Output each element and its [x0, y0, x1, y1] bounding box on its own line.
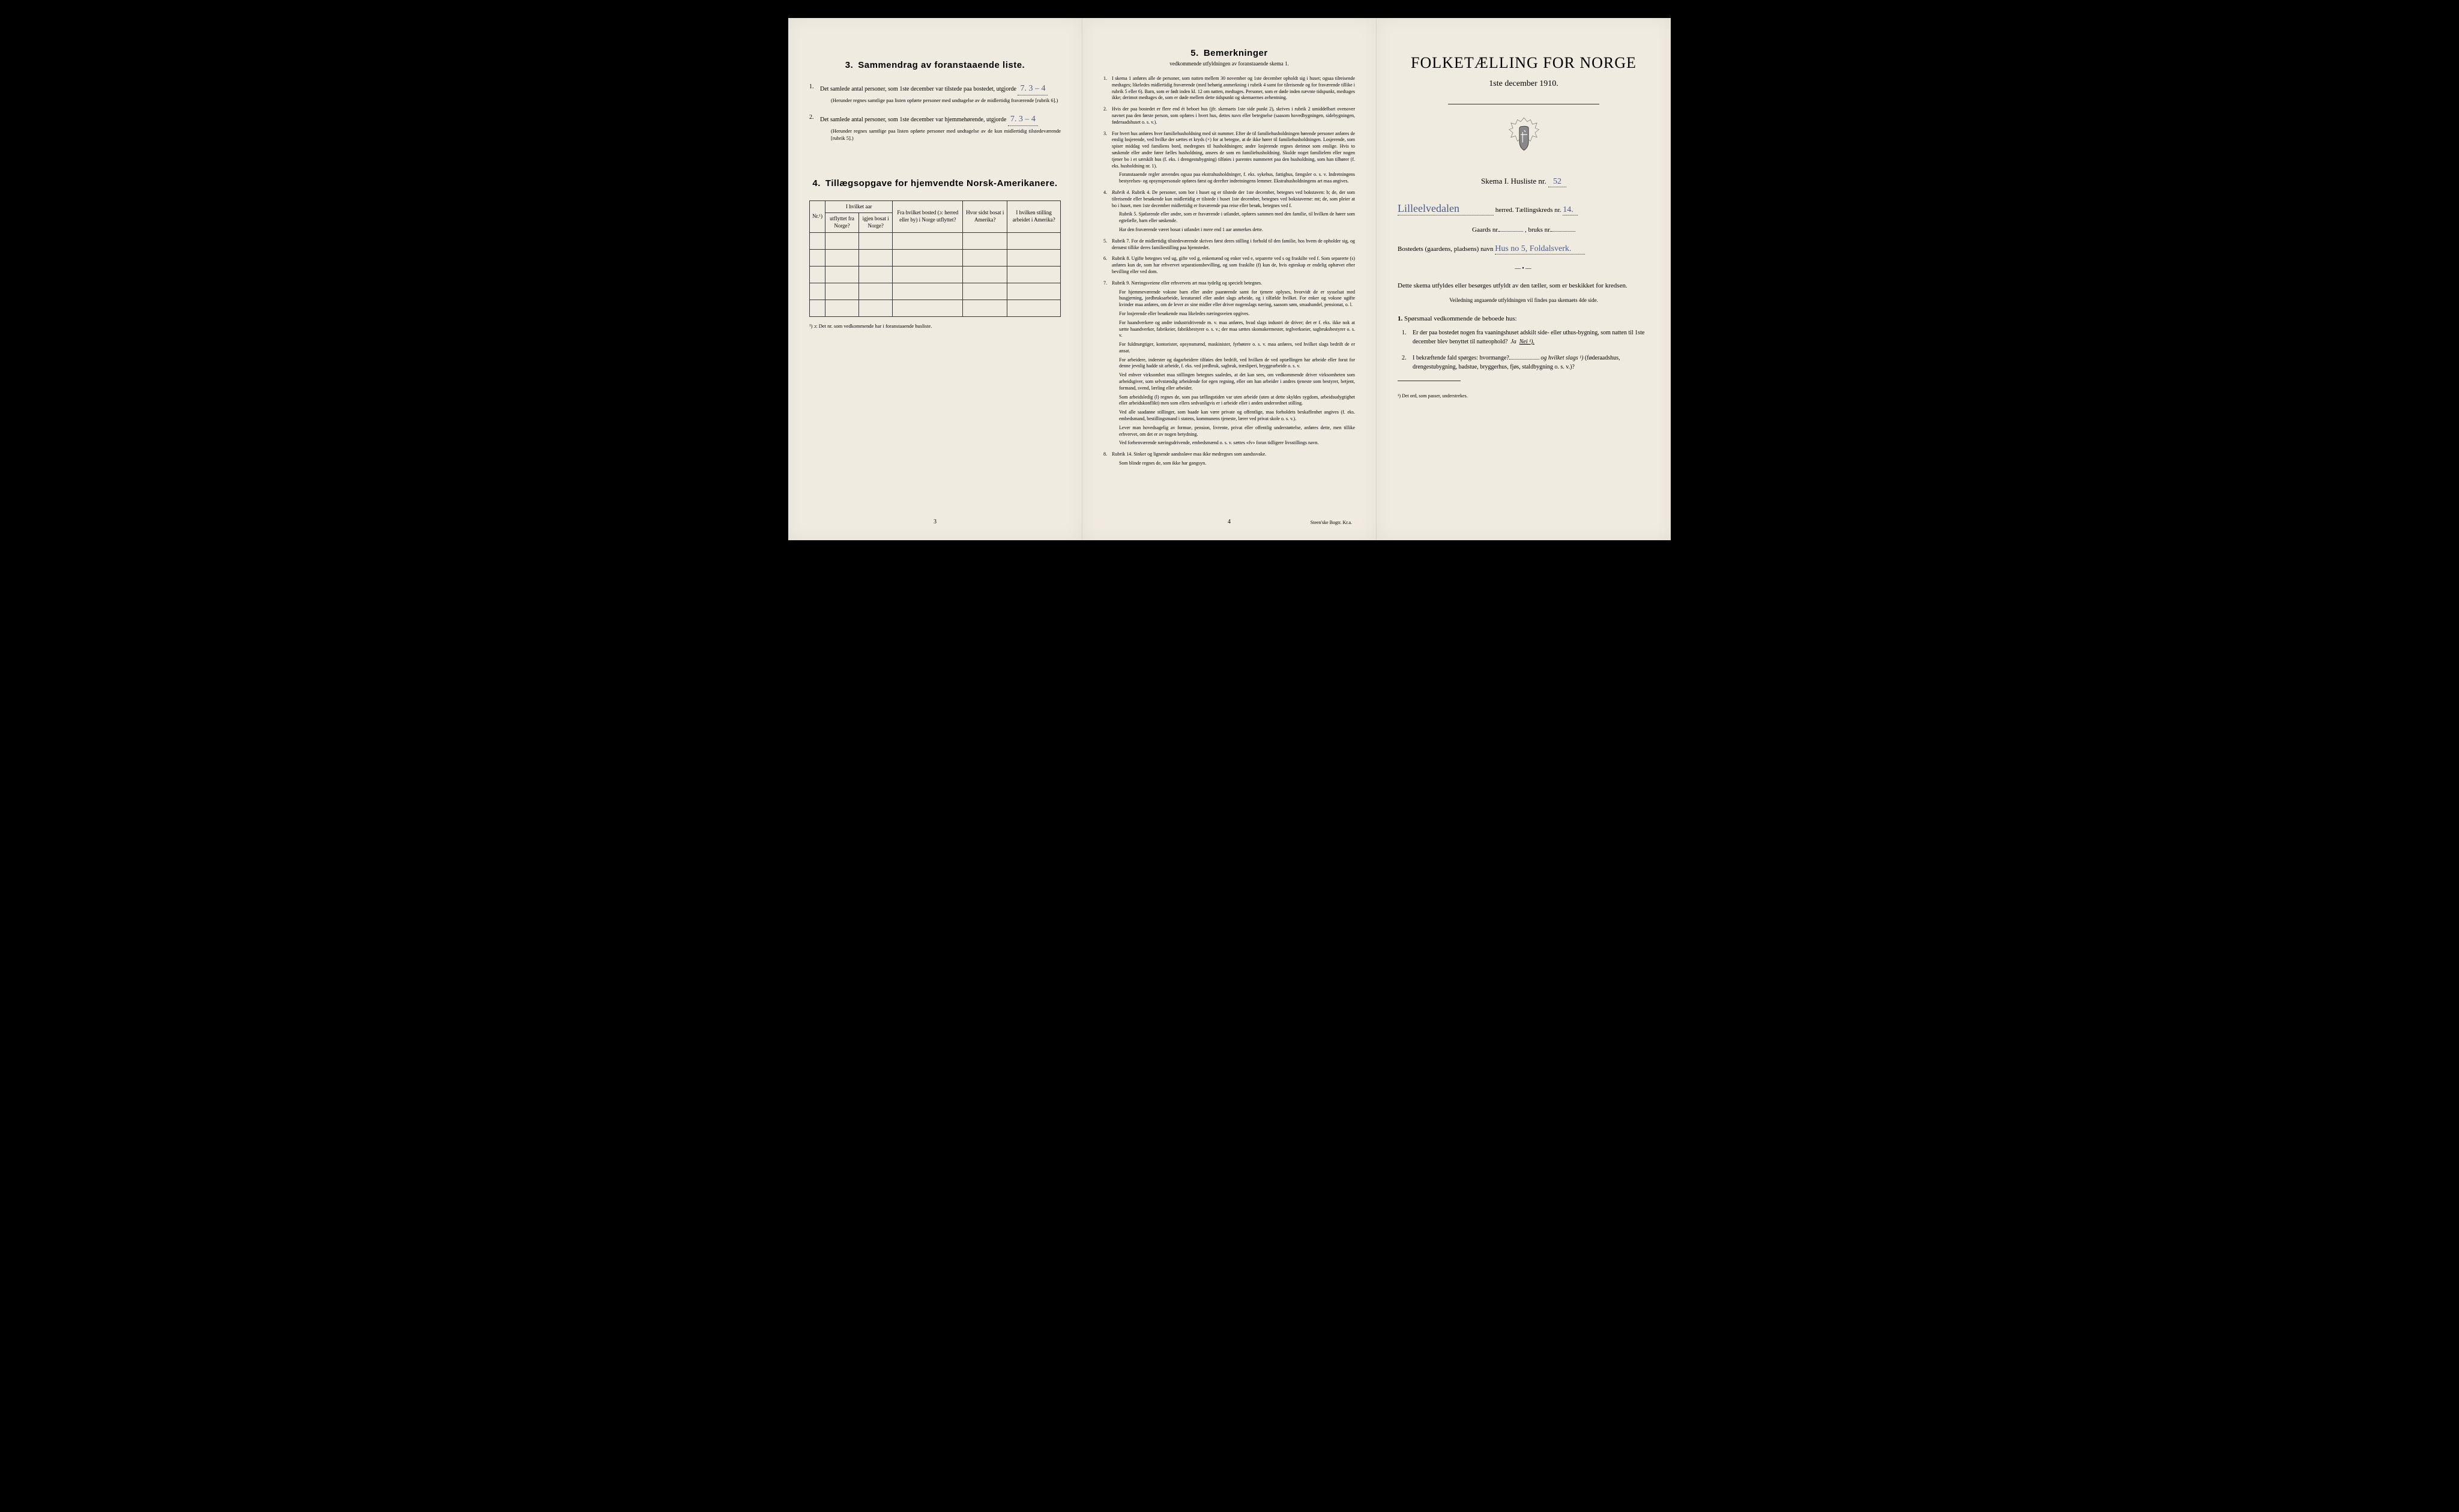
remark-1: 1.I skema 1 anføres alle de personer, so…: [1103, 76, 1355, 101]
remark-2: 2.Hvis der paa bostedet er flere end ét …: [1103, 106, 1355, 125]
summary-list: 1. Det samlede antal personer, som 1ste …: [809, 82, 1061, 142]
emigrant-table: Nr.¹) I hvilket aar Fra hvilket bosted (…: [809, 200, 1061, 317]
question-list: 1. Er der paa bostedet nogen fra vaaning…: [1398, 328, 1650, 372]
remarks-list: 1.I skema 1 anføres alle de personer, so…: [1103, 76, 1355, 467]
ornament-icon: ―•―: [1398, 265, 1650, 272]
handwritten-bosted: Hus no 5, Foldalsverk.: [1495, 244, 1585, 255]
question-1: 1. Er der paa bostedet nogen fra vaaning…: [1413, 328, 1650, 346]
remark-7: 7.Rubrik 9. Næringsveiene eller erhverve…: [1103, 280, 1355, 447]
table-row: [810, 283, 1061, 300]
guidance-note: Veiledning angaaende utfyldningen vil fi…: [1398, 297, 1650, 303]
note-1: (Herunder regnes samtlige paa listen opf…: [831, 97, 1061, 104]
col-year-group: I hvilket aar: [825, 200, 892, 213]
gaards-line: Gaards nr. , bruks nr.: [1398, 226, 1650, 233]
handwritten-answer-nei: Nei ¹).: [1519, 339, 1534, 345]
handwritten-total-present: 7. 3 – 4: [1018, 82, 1048, 95]
footnote-rule: ¹) Det ord, som passer, understrekes.: [1398, 390, 1650, 399]
question-2: 2. I bekræftende fald spørges: hvormange…: [1413, 354, 1650, 372]
summary-item-2: 2. Det samlede antal personer, som 1ste …: [809, 113, 1061, 142]
col-job: I hvilken stilling arbeidet i Amerika?: [1007, 200, 1061, 232]
page-4: 5.Bemerkninger vedkommende utfyldningen …: [1082, 18, 1377, 540]
herred-line: Lilleelvedalen herred. Tællingskreds nr.…: [1398, 202, 1650, 215]
bosted-line: Bostedets (gaardens, pladsens) navn Hus …: [1398, 244, 1650, 255]
page-number: 3: [934, 519, 937, 525]
page-number: 4: [1228, 519, 1231, 525]
document-spread: 3.Sammendrag av foranstaaende liste. 1. …: [788, 18, 1671, 540]
section-5-subtitle: vedkommende utfyldningen av foranstaaend…: [1103, 61, 1355, 67]
skema-line: Skema I. Husliste nr. 52: [1398, 176, 1650, 187]
remark-8: 8.Rubrik 14. Sinker og lignende aandsslø…: [1103, 451, 1355, 467]
page-3: 3.Sammendrag av foranstaaende liste. 1. …: [788, 18, 1082, 540]
printer-mark: Steen'ske Bogtr. Kr.a.: [1311, 520, 1352, 525]
census-date: 1ste december 1910.: [1398, 79, 1650, 89]
summary-item-1: 1. Det samlede antal personer, som 1ste …: [809, 82, 1061, 104]
coat-of-arms-icon: [1398, 116, 1650, 158]
table-footnote: ¹) ɔ: Det nr. som vedkommende har i fora…: [809, 323, 1061, 329]
table-row: [810, 249, 1061, 266]
remark-5: 5.Rubrik 7. For de midlertidig tilstedev…: [1103, 238, 1355, 251]
main-title: FOLKETÆLLING FOR NORGE: [1398, 54, 1650, 72]
section-3-title: 3.Sammendrag av foranstaaende liste.: [809, 60, 1061, 70]
section-4-title: 4.Tillægsopgave for hjemvendte Norsk-Ame…: [809, 178, 1061, 188]
note-2: (Herunder regnes samtlige paa listen opf…: [831, 128, 1061, 142]
remark-6: 6.Rubrik 8. Ugifte betegnes ved ug, gift…: [1103, 256, 1355, 275]
col-out: utflyttet fra Norge?: [825, 213, 858, 232]
remark-3: 3.For hvert hus anføres hver familiehush…: [1103, 131, 1355, 185]
table-row: [810, 266, 1061, 283]
handwritten-total-resident: 7. 3 – 4: [1008, 113, 1038, 126]
remark-4: 4.Rubrik 4. Rubrik 4. De personer, som b…: [1103, 190, 1355, 233]
instruction-text: Dette skema utfyldes eller besørges utfy…: [1398, 281, 1650, 291]
col-nr: Nr.¹): [810, 200, 825, 232]
table-row: [810, 300, 1061, 316]
handwritten-kreds-nr: 14.: [1563, 205, 1578, 215]
handwritten-husliste-nr: 52: [1548, 177, 1566, 187]
section-5-title: 5.Bemerkninger: [1103, 48, 1355, 58]
col-back: igjen bosat i Norge?: [859, 213, 893, 232]
table-row: [810, 232, 1061, 249]
question-heading: 1. Spørsmaal vedkommende de beboede hus:: [1398, 315, 1650, 322]
page-1-cover: FOLKETÆLLING FOR NORGE 1ste december 191…: [1377, 18, 1671, 540]
handwritten-herred: Lilleelvedalen: [1398, 202, 1494, 215]
col-where: Hvor sidst bosat i Amerika?: [963, 200, 1007, 232]
col-from: Fra hvilket bosted (ɔ: herred eller by) …: [893, 200, 963, 232]
